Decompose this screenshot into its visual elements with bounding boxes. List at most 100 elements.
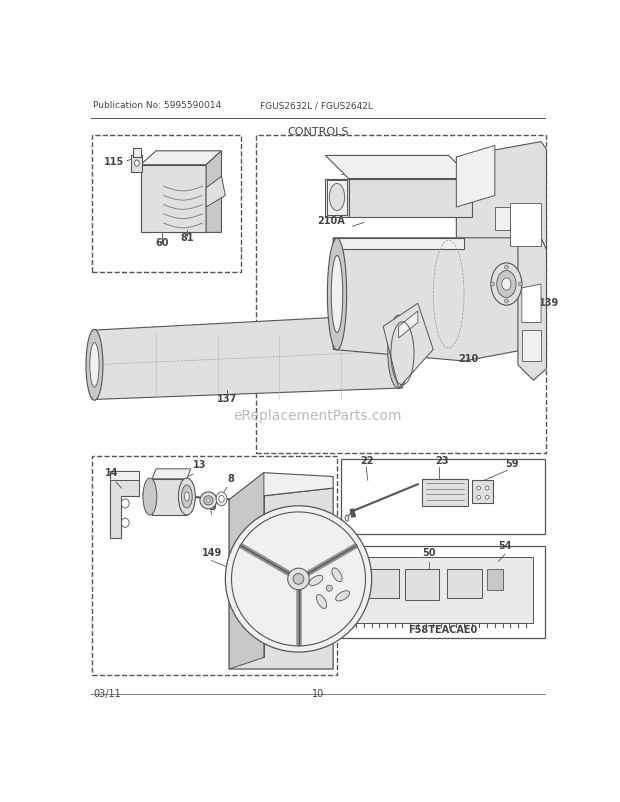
Ellipse shape (122, 518, 129, 528)
Ellipse shape (491, 264, 522, 306)
Text: 10: 10 (312, 688, 324, 699)
Ellipse shape (485, 487, 489, 490)
Bar (405, 569, 440, 600)
Text: 50: 50 (422, 548, 435, 557)
Bar (341, 546, 545, 638)
Polygon shape (133, 148, 141, 158)
Polygon shape (348, 180, 472, 218)
Ellipse shape (505, 265, 508, 269)
Ellipse shape (477, 487, 481, 490)
Polygon shape (326, 180, 348, 218)
Text: 54: 54 (498, 540, 512, 550)
Bar (447, 569, 482, 598)
Ellipse shape (206, 499, 210, 503)
Text: 59: 59 (505, 459, 518, 468)
Ellipse shape (143, 479, 157, 516)
Ellipse shape (179, 479, 195, 516)
Ellipse shape (329, 184, 345, 211)
Ellipse shape (388, 316, 409, 389)
Text: CONTROLS: CONTROLS (287, 127, 348, 137)
Text: F58TEACAE0: F58TEACAE0 (408, 625, 477, 634)
Text: 23: 23 (435, 456, 448, 465)
Ellipse shape (331, 256, 343, 333)
Ellipse shape (216, 492, 227, 506)
Bar (256, 136, 546, 454)
Ellipse shape (86, 330, 103, 401)
Text: 149: 149 (202, 548, 223, 557)
Polygon shape (495, 208, 510, 231)
Ellipse shape (219, 496, 224, 503)
Polygon shape (141, 165, 206, 233)
Ellipse shape (518, 283, 522, 286)
Bar (487, 569, 503, 591)
Polygon shape (141, 152, 221, 165)
Bar (422, 480, 468, 506)
Polygon shape (333, 238, 464, 250)
Text: 81: 81 (180, 233, 193, 242)
Text: 5: 5 (329, 584, 336, 593)
Text: eReplacementParts.com: eReplacementParts.com (234, 408, 402, 423)
Bar (472, 480, 494, 504)
Ellipse shape (135, 161, 139, 167)
Bar (341, 460, 545, 535)
Ellipse shape (122, 499, 129, 508)
Polygon shape (92, 315, 402, 400)
Ellipse shape (293, 573, 304, 585)
Text: 03/11: 03/11 (93, 688, 121, 699)
Ellipse shape (505, 300, 508, 303)
Ellipse shape (485, 496, 489, 500)
Ellipse shape (288, 569, 309, 590)
Ellipse shape (490, 283, 495, 286)
Polygon shape (229, 473, 333, 500)
Bar (92, 136, 241, 273)
Text: 22: 22 (360, 456, 374, 465)
Text: Publication No: 5995590014: Publication No: 5995590014 (93, 101, 221, 110)
Text: 14: 14 (105, 467, 119, 477)
Polygon shape (383, 304, 433, 388)
Polygon shape (522, 330, 541, 362)
Polygon shape (522, 285, 541, 323)
Bar (363, 569, 399, 598)
Ellipse shape (90, 343, 99, 387)
Ellipse shape (309, 576, 323, 585)
Polygon shape (333, 238, 526, 362)
Text: 139: 139 (539, 298, 559, 308)
Ellipse shape (497, 271, 516, 298)
Polygon shape (229, 473, 264, 669)
Bar (352, 557, 533, 623)
Ellipse shape (326, 585, 332, 592)
Ellipse shape (182, 485, 192, 508)
Polygon shape (131, 156, 142, 173)
Ellipse shape (477, 496, 481, 500)
Text: 8: 8 (227, 474, 234, 484)
Text: 60: 60 (156, 237, 169, 248)
Polygon shape (229, 488, 333, 669)
Polygon shape (456, 146, 495, 208)
Ellipse shape (225, 506, 371, 652)
Text: FGUS2632L / FGUS2642L: FGUS2632L / FGUS2642L (260, 101, 373, 110)
Ellipse shape (335, 591, 350, 602)
Polygon shape (206, 177, 225, 208)
Bar (92, 456, 337, 675)
Text: 210: 210 (458, 354, 478, 364)
Polygon shape (152, 480, 187, 516)
Text: 115: 115 (104, 156, 124, 167)
Polygon shape (110, 472, 139, 480)
Ellipse shape (316, 595, 327, 609)
Polygon shape (110, 472, 139, 538)
Polygon shape (327, 180, 347, 216)
Ellipse shape (185, 492, 189, 501)
Ellipse shape (345, 516, 349, 521)
Text: 9: 9 (210, 501, 217, 512)
Polygon shape (510, 204, 541, 246)
Text: 137: 137 (217, 394, 237, 404)
Polygon shape (326, 156, 472, 180)
Polygon shape (518, 238, 546, 381)
Ellipse shape (502, 278, 511, 291)
Text: 13: 13 (193, 460, 206, 469)
Polygon shape (152, 469, 191, 480)
Polygon shape (206, 152, 221, 233)
Ellipse shape (327, 239, 347, 350)
Ellipse shape (332, 568, 342, 582)
Text: 9A: 9A (141, 490, 156, 500)
